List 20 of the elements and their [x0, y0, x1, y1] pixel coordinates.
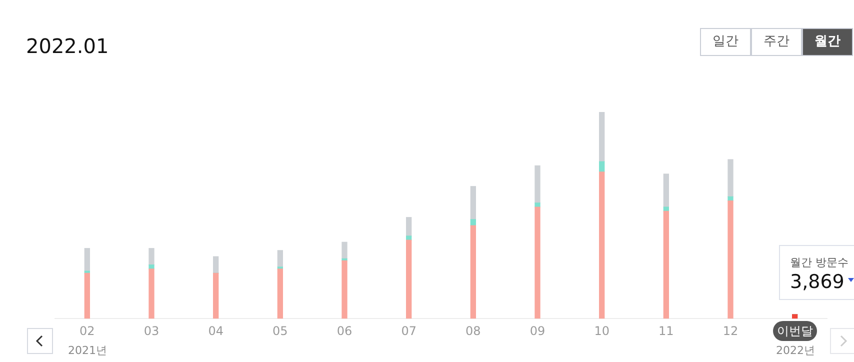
annotation: 월간 방문수	[790, 255, 848, 270]
text: 일간	[700, 28, 751, 56]
x-tick-label: 02	[80, 324, 95, 338]
x-tick-label: 11	[658, 324, 674, 338]
text: 2021년	[68, 343, 107, 358]
x-tick-label: 12	[722, 324, 738, 338]
text: 주간	[751, 28, 802, 56]
x-tick-label: 09	[530, 324, 546, 338]
x-tick-label: 06	[336, 324, 352, 338]
text: 2022년	[776, 343, 815, 358]
x-tick-label: 08	[466, 324, 481, 338]
x-tick-label: 이번달	[776, 324, 813, 338]
x-tick-label: 10	[594, 324, 610, 338]
text: 월간	[802, 28, 853, 56]
x-tick-label: 04	[208, 324, 224, 338]
x-tick-label: 03	[144, 324, 160, 338]
annotation: 3,869	[790, 271, 844, 293]
chart-title: 2022.01	[26, 34, 109, 58]
x-tick-label: 05	[272, 324, 288, 338]
x-tick-label: 07	[401, 324, 416, 338]
